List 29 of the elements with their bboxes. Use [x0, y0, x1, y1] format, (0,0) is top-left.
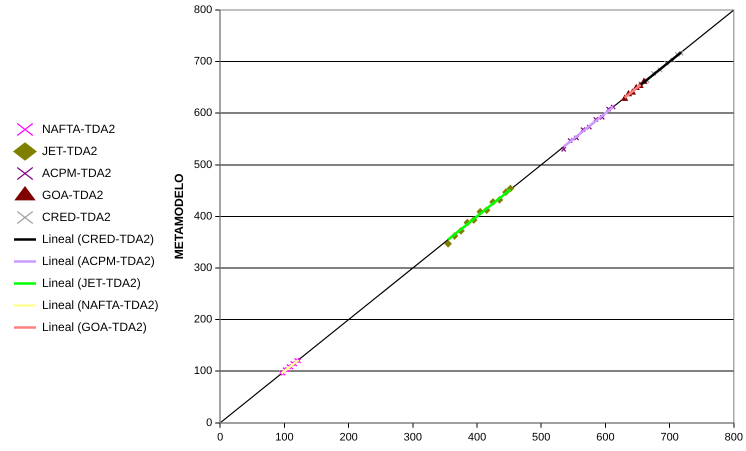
legend-label: Lineal (JET-TDA2)	[42, 276, 141, 290]
x-tick-label: 200	[339, 431, 358, 444]
y-tick-label: 500	[194, 158, 212, 171]
x-tick-label: 700	[660, 431, 679, 444]
y-tick-label: 700	[194, 56, 212, 68]
y-tick-label: 800	[194, 4, 212, 16]
legend-label: ACPM-TDA2	[42, 166, 112, 180]
legend-label: NAFTA-TDA2	[42, 122, 116, 136]
x-tick-label: 800	[724, 431, 744, 444]
x-tick-label: 100	[275, 431, 294, 444]
x-tick-label: 600	[596, 431, 615, 444]
legend-label: Lineal (CRED-TDA2)	[42, 232, 154, 246]
legend-label: Lineal (ACPM-TDA2)	[42, 254, 155, 268]
y-tick-label: 600	[194, 107, 212, 120]
legend-label: Lineal (NAFTA-TDA2)	[42, 298, 158, 312]
y-axis-title: METAMODELO	[172, 174, 186, 260]
x-tick-label: 400	[468, 431, 486, 444]
x-tick-label: 300	[404, 431, 422, 444]
legend-label: CRED-TDA2	[42, 210, 111, 224]
y-tick-label: 200	[194, 314, 212, 326]
x-tick-label: 500	[532, 431, 550, 444]
legend-label: GOA-TDA2	[42, 188, 104, 202]
legend-label: JET-TDA2	[42, 144, 98, 158]
y-tick-label: 100	[194, 365, 212, 378]
y-tick-label: 0	[206, 416, 212, 429]
y-tick-label: 400	[194, 210, 212, 222]
x-tick-label: 0	[217, 431, 224, 444]
y-tick-label: 300	[194, 262, 212, 274]
legend-label: Lineal (GOA-TDA2)	[42, 320, 147, 334]
